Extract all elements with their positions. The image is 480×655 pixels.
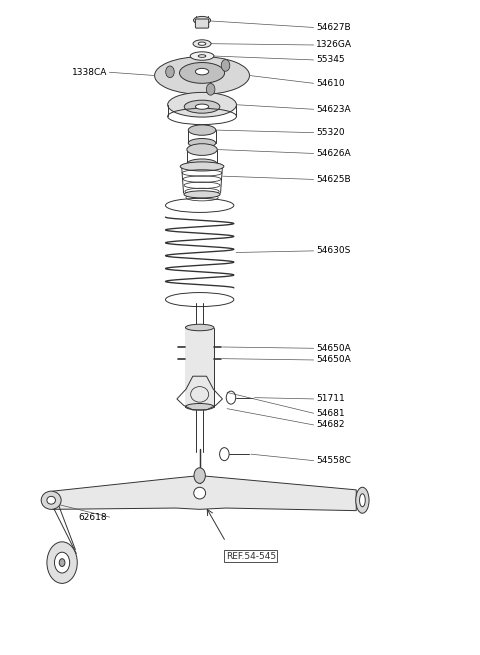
Text: 54650A: 54650A: [316, 344, 351, 353]
FancyBboxPatch shape: [195, 19, 209, 28]
Circle shape: [55, 552, 70, 573]
Circle shape: [206, 83, 215, 95]
Text: REF.54-545: REF.54-545: [226, 552, 276, 561]
Ellipse shape: [356, 487, 369, 514]
Text: 54627B: 54627B: [316, 23, 350, 32]
Text: 1326GA: 1326GA: [316, 41, 352, 50]
Circle shape: [47, 542, 77, 584]
Ellipse shape: [360, 494, 365, 507]
Ellipse shape: [180, 162, 224, 171]
Ellipse shape: [185, 324, 214, 331]
Text: 54625B: 54625B: [316, 175, 350, 184]
Text: 55345: 55345: [316, 56, 345, 64]
Ellipse shape: [187, 143, 217, 155]
Polygon shape: [53, 476, 356, 511]
Text: 54650A: 54650A: [316, 356, 351, 364]
Ellipse shape: [184, 191, 220, 198]
Circle shape: [166, 66, 174, 78]
Ellipse shape: [194, 487, 205, 499]
Ellipse shape: [193, 40, 211, 48]
Ellipse shape: [185, 403, 214, 410]
Circle shape: [194, 468, 205, 483]
Ellipse shape: [41, 491, 61, 510]
Ellipse shape: [168, 92, 237, 117]
Ellipse shape: [180, 62, 225, 83]
Ellipse shape: [184, 100, 220, 113]
Text: 54630S: 54630S: [316, 246, 350, 255]
Ellipse shape: [190, 52, 214, 60]
Text: 54558C: 54558C: [316, 456, 351, 465]
Circle shape: [59, 559, 65, 567]
Ellipse shape: [198, 55, 206, 58]
Text: 54682: 54682: [316, 421, 345, 430]
Ellipse shape: [188, 138, 216, 147]
Text: 54626A: 54626A: [316, 149, 350, 158]
Text: 54681: 54681: [316, 409, 345, 418]
Text: 54623A: 54623A: [316, 105, 350, 114]
Text: 54610: 54610: [316, 79, 345, 88]
Ellipse shape: [155, 57, 250, 94]
Ellipse shape: [198, 42, 206, 45]
Ellipse shape: [195, 68, 209, 75]
Text: 55320: 55320: [316, 128, 345, 137]
Text: 1338CA: 1338CA: [72, 67, 107, 77]
Ellipse shape: [193, 16, 211, 24]
Circle shape: [221, 60, 230, 71]
Bar: [185, 328, 214, 407]
Ellipse shape: [47, 496, 56, 504]
Ellipse shape: [188, 125, 216, 136]
Ellipse shape: [187, 159, 217, 169]
Ellipse shape: [195, 104, 209, 109]
Text: 51711: 51711: [316, 394, 345, 403]
Text: 62618: 62618: [79, 513, 107, 521]
